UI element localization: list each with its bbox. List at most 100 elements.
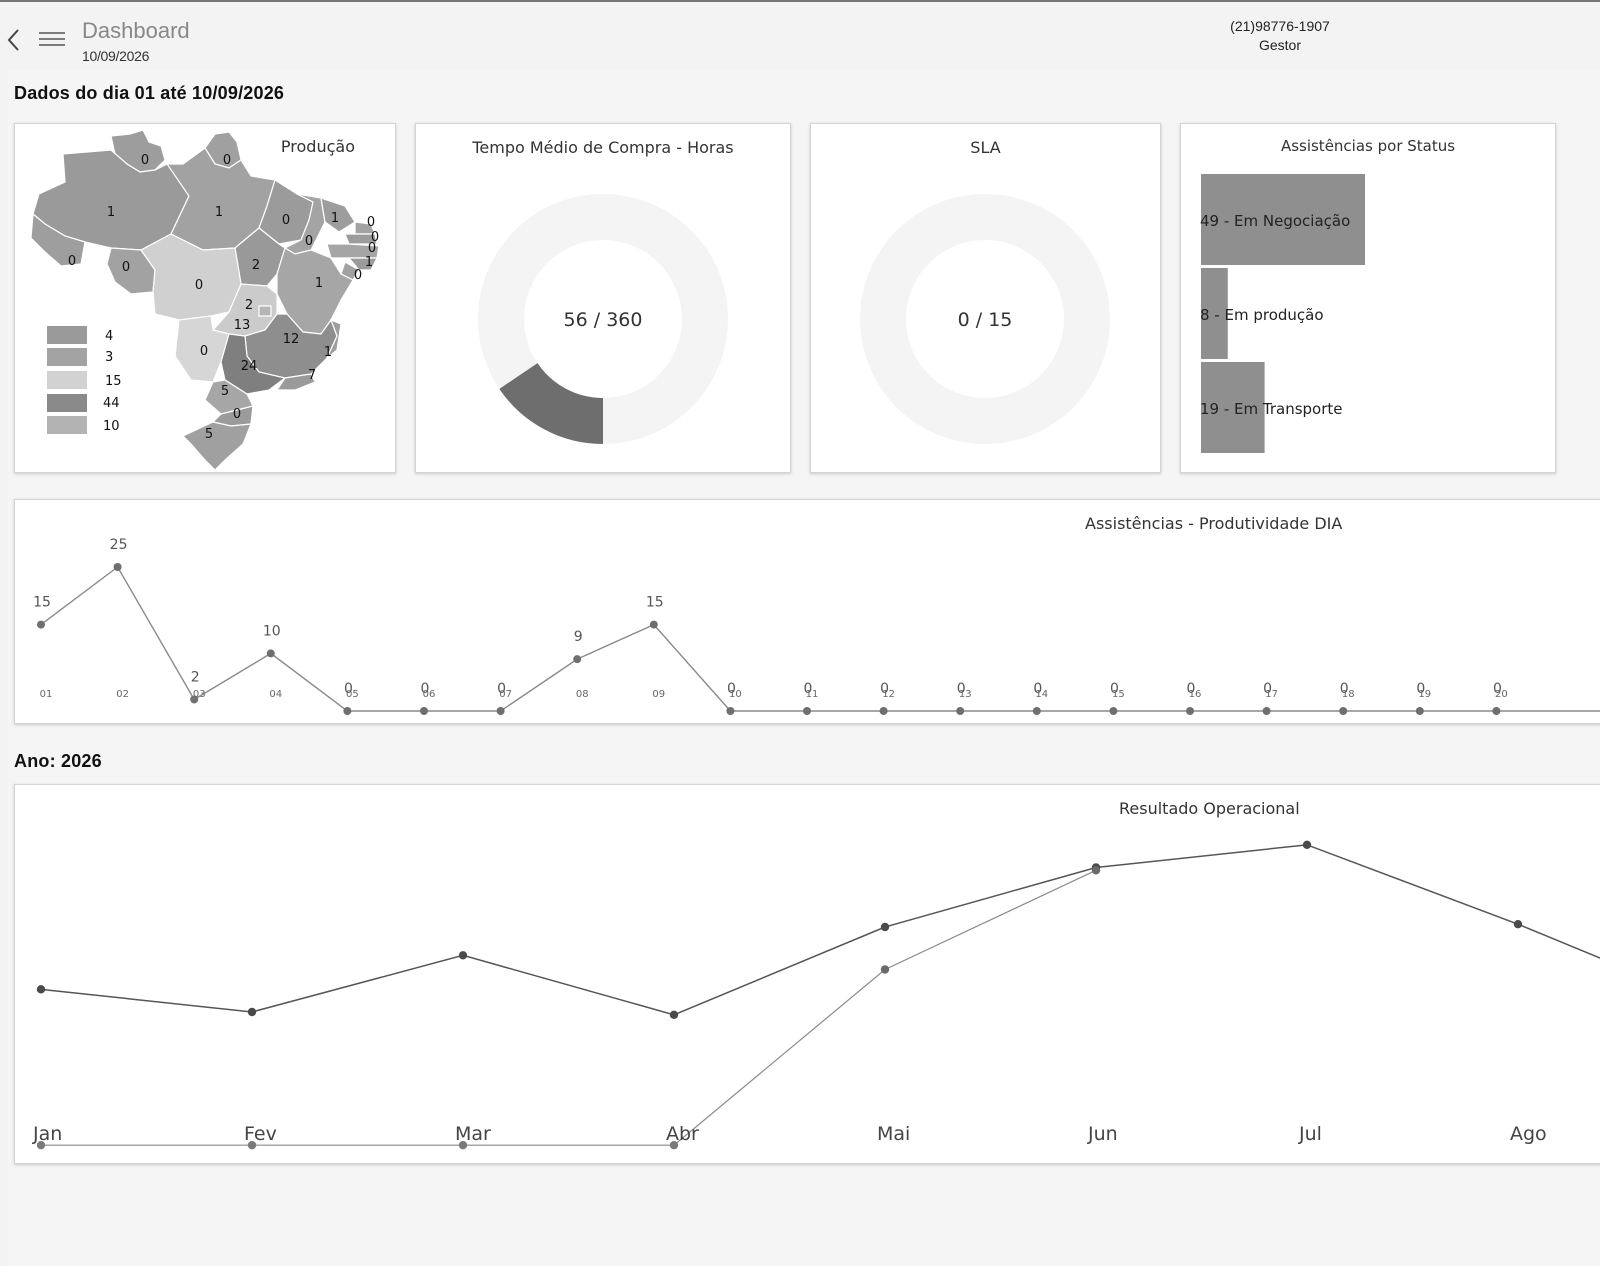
legend-label-4: 44 bbox=[103, 396, 120, 411]
operational-point[interactable] bbox=[669, 1140, 679, 1150]
productivity-point[interactable] bbox=[496, 707, 505, 715]
productivity-x-tick: 15 bbox=[1112, 689, 1125, 700]
productivity-point[interactable] bbox=[1032, 707, 1041, 715]
legend-swatch-4 bbox=[47, 394, 87, 412]
status-bar[interactable] bbox=[1201, 174, 1365, 265]
state-mt[interactable] bbox=[140, 233, 242, 321]
operational-point[interactable] bbox=[247, 1140, 257, 1150]
productivity-point[interactable] bbox=[1492, 707, 1501, 715]
productivity-point[interactable] bbox=[266, 649, 275, 658]
purchase-time-value: 56 / 360 bbox=[564, 309, 643, 331]
state-es[interactable] bbox=[326, 318, 342, 359]
legend-swatch-3 bbox=[47, 371, 87, 389]
purchase-time-card: Tempo Médio de Compra - Horas 56 / 360 bbox=[415, 123, 791, 473]
productivity-data-label: 0 bbox=[497, 681, 506, 697]
legend-label-5: 10 bbox=[103, 419, 120, 434]
productivity-x-tick: 10 bbox=[729, 689, 742, 700]
productivity-data-label: 0 bbox=[1493, 681, 1502, 697]
operational-point[interactable] bbox=[458, 951, 468, 960]
status-card: Assistências por Status 49 - Em Negociaç… bbox=[1180, 123, 1556, 473]
app-header: Dashboard 10/09/2026 (21)98776-1907 Gest… bbox=[0, 2, 1600, 70]
productivity-point[interactable] bbox=[649, 620, 658, 629]
status-bar-label: 19 - Em Transporte bbox=[1200, 400, 1343, 418]
productivity-point[interactable] bbox=[1415, 707, 1424, 715]
productivity-point[interactable] bbox=[420, 707, 428, 715]
state-value-pb: 0 bbox=[371, 230, 379, 245]
back-arrow-icon[interactable] bbox=[4, 26, 24, 54]
donut-track bbox=[860, 194, 1110, 444]
productivity-point[interactable] bbox=[879, 707, 888, 715]
legend-label-1: 4 bbox=[105, 329, 113, 344]
status-bar[interactable] bbox=[1201, 362, 1265, 453]
productivity-point[interactable] bbox=[1109, 707, 1118, 715]
productivity-point[interactable] bbox=[573, 655, 582, 664]
operational-point[interactable] bbox=[458, 1140, 468, 1150]
operational-result-card: Resultado Operacional Jan Fev Mar Abr Mai Jun… bbox=[14, 784, 1600, 1164]
hamburger-menu-icon[interactable] bbox=[38, 28, 66, 50]
operational-series-primary-line bbox=[40, 844, 1600, 1016]
state-df[interactable] bbox=[258, 305, 272, 317]
productivity-x-tick: 05 bbox=[346, 689, 359, 700]
map-card-title: Produção bbox=[280, 137, 355, 156]
productivity-data-label: 0 bbox=[804, 681, 813, 697]
productivity-point[interactable] bbox=[803, 707, 811, 715]
productivity-point[interactable] bbox=[343, 707, 352, 715]
operational-point[interactable] bbox=[880, 922, 890, 932]
state-value-go: 2 bbox=[245, 298, 253, 313]
productivity-data-label: 0 bbox=[957, 681, 966, 697]
productivity-point[interactable] bbox=[1262, 707, 1271, 715]
donut-fill[interactable] bbox=[499, 362, 604, 444]
state-al[interactable] bbox=[347, 257, 378, 271]
productivity-x-tick: 12 bbox=[882, 689, 895, 700]
status-bar[interactable] bbox=[1201, 268, 1228, 359]
state-value-al: 1 bbox=[365, 255, 373, 270]
productivity-point[interactable] bbox=[113, 563, 122, 571]
productivity-point[interactable] bbox=[1339, 707, 1348, 715]
productivity-data-label: 0 bbox=[1033, 681, 1042, 697]
productivity-x-tick: 13 bbox=[959, 689, 972, 700]
state-value-rs: 5 bbox=[205, 427, 213, 442]
state-pe[interactable] bbox=[326, 243, 380, 259]
operational-point[interactable] bbox=[1091, 866, 1101, 875]
productivity-x-tick: 08 bbox=[576, 689, 589, 700]
operational-x-tick: Mar bbox=[455, 1123, 491, 1145]
state-rj[interactable] bbox=[275, 373, 316, 391]
productivity-data-label: 0 bbox=[1340, 681, 1349, 697]
state-ac[interactable] bbox=[30, 212, 86, 267]
productivity-point[interactable] bbox=[190, 695, 199, 704]
operational-series-secondary-line bbox=[41, 869, 1097, 1146]
state-ce[interactable] bbox=[320, 197, 356, 233]
productivity-data-label: 10 bbox=[263, 623, 281, 639]
productivity-point[interactable] bbox=[1186, 707, 1194, 715]
state-pb[interactable] bbox=[344, 233, 378, 245]
state-value-mg: 12 bbox=[283, 332, 300, 347]
state-ba[interactable] bbox=[276, 247, 354, 335]
operational-point[interactable] bbox=[36, 985, 46, 994]
state-rs[interactable] bbox=[181, 421, 252, 471]
operational-point[interactable] bbox=[1513, 919, 1523, 929]
productivity-point[interactable] bbox=[956, 707, 965, 715]
state-sp[interactable] bbox=[220, 333, 287, 395]
operational-point[interactable] bbox=[36, 1140, 46, 1150]
productivity-point[interactable] bbox=[37, 620, 45, 629]
sla-title: SLA bbox=[970, 138, 1001, 157]
productivity-data-label: 0 bbox=[880, 681, 889, 697]
purchase-time-donut: 56 / 360 bbox=[478, 194, 728, 444]
operational-point[interactable] bbox=[669, 1010, 679, 1020]
operational-point[interactable] bbox=[880, 965, 890, 974]
operational-point[interactable] bbox=[247, 1007, 257, 1017]
productivity-x-tick: 18 bbox=[1342, 689, 1355, 700]
productivity-x-tick: 04 bbox=[269, 689, 282, 700]
productivity-x-tick: 11 bbox=[806, 689, 819, 700]
state-value-ro: 0 bbox=[122, 260, 130, 275]
legend-swatch-2 bbox=[47, 348, 87, 366]
period-title: Dados do dia 01 até 10/09/2026 bbox=[14, 83, 285, 103]
productivity-point[interactable] bbox=[726, 707, 735, 715]
operational-x-tick: Jul bbox=[1298, 1123, 1322, 1145]
state-value-am: 1 bbox=[107, 205, 115, 220]
map-legend: 4 3 15 44 10 bbox=[47, 326, 122, 434]
operational-point[interactable] bbox=[1302, 840, 1312, 850]
productivity-x-tick: 20 bbox=[1495, 689, 1508, 700]
productivity-series-line bbox=[40, 565, 1497, 712]
